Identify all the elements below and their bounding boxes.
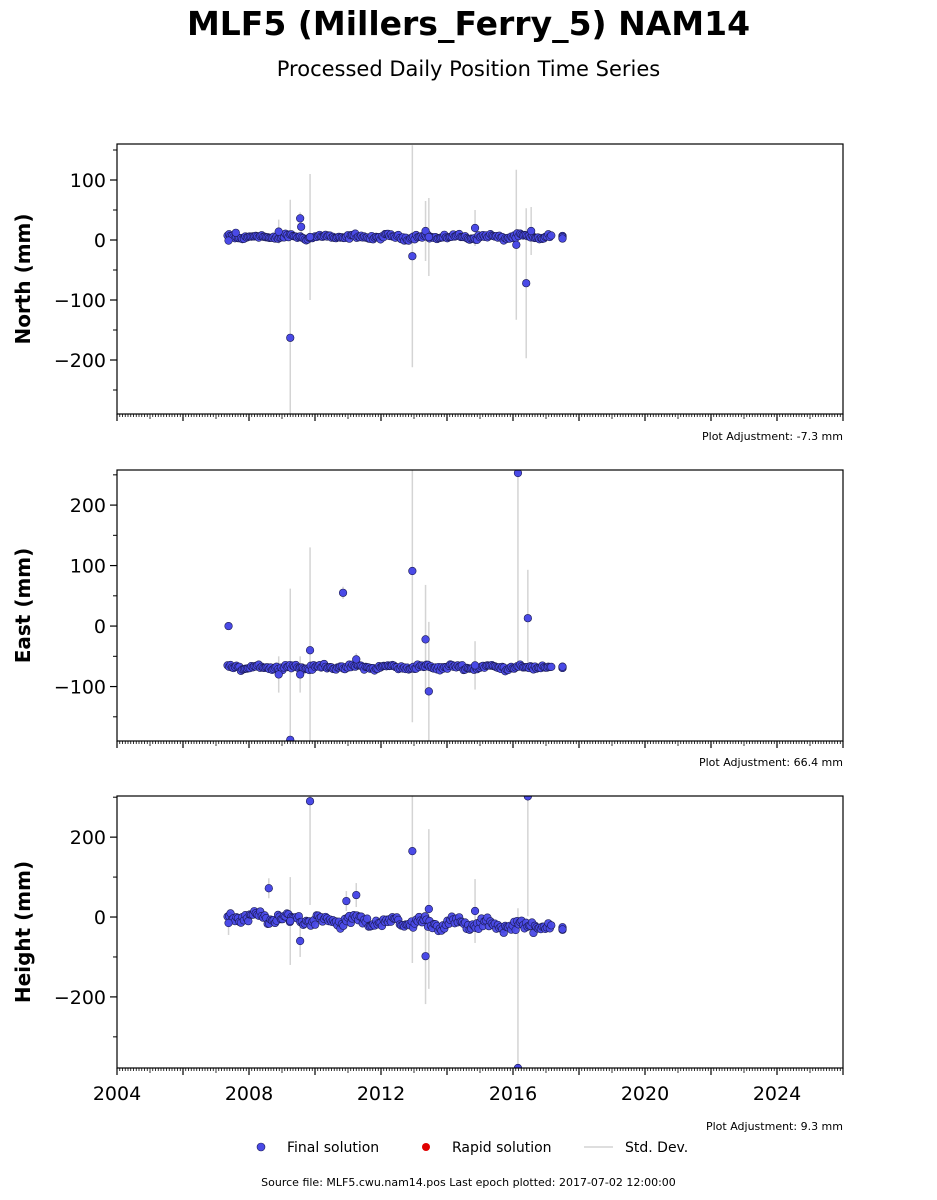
outlier-point <box>296 214 305 223</box>
data-point <box>311 920 320 929</box>
legend: Final solution Rapid solution Std. Dev. <box>256 1140 688 1156</box>
outlier-point <box>408 566 417 576</box>
x-tick-label: 2012 <box>357 1083 405 1105</box>
y-axis-label: East (mm) <box>11 548 35 664</box>
outlier-point <box>305 232 315 242</box>
data-point <box>558 662 567 671</box>
legend-rapid-label: Rapid solution <box>452 1140 552 1156</box>
outlier-point <box>408 847 417 856</box>
y-axis-label: Height (mm) <box>11 861 35 1003</box>
legend-rapid-marker <box>422 1143 430 1151</box>
y-tick-label: −100 <box>54 290 106 312</box>
plot-area <box>223 470 567 741</box>
y-tick-label: 100 <box>70 170 106 192</box>
outlier-point <box>274 227 283 236</box>
y-tick-label: 200 <box>70 827 106 849</box>
outlier-point <box>470 906 480 916</box>
outlier-point <box>296 936 305 946</box>
data-point <box>363 914 372 923</box>
outlier-point <box>224 236 233 245</box>
outlier-point <box>286 333 295 342</box>
y-tick-label: 200 <box>70 495 106 517</box>
data-point <box>547 231 556 240</box>
outlier-point <box>470 661 480 670</box>
y-tick-label: −100 <box>54 677 106 699</box>
outlier-point <box>338 588 348 597</box>
plot-area <box>223 796 567 1068</box>
north-adjustment: Plot Adjustment: -7.3 mm <box>702 430 843 443</box>
outlier-point <box>342 896 351 906</box>
outlier-point <box>424 904 433 914</box>
outlier-point <box>286 735 295 741</box>
outlier-point <box>305 646 315 655</box>
outlier-point <box>421 635 430 644</box>
outlier-point <box>231 228 240 237</box>
outlier-point <box>523 614 532 623</box>
outlier-point <box>286 916 295 926</box>
outlier-point <box>224 918 233 928</box>
height-panel: 200 0 −200 Height (mm) <box>11 795 844 1075</box>
outlier-point <box>352 655 361 664</box>
legend-final-label: Final solution <box>287 1140 379 1156</box>
data-point <box>547 662 556 671</box>
page-subtitle: Processed Daily Position Time Series <box>276 57 661 81</box>
data-point <box>547 921 556 930</box>
legend-final-marker <box>256 1142 266 1152</box>
y-tick-label: 100 <box>70 556 106 578</box>
outlier-point <box>424 687 433 696</box>
x-tick-label: 2024 <box>753 1083 801 1105</box>
y-tick-label: 0 <box>94 230 106 252</box>
outlier-point <box>421 952 430 961</box>
x-tick-label: 2004 <box>93 1083 141 1105</box>
x-tick-label: 2020 <box>621 1083 669 1105</box>
x-tick-label: 2008 <box>225 1083 273 1105</box>
y-tick-label: 0 <box>94 907 106 929</box>
legend-stddev-label: Std. Dev. <box>625 1140 688 1156</box>
y-tick-label: 0 <box>94 616 106 638</box>
east-adjustment: Plot Adjustment: 66.4 mm <box>699 756 843 769</box>
outlier-point <box>296 670 305 679</box>
north-panel: 100 0 −100 −200 North (mm) <box>11 143 844 421</box>
outlier-point <box>352 890 361 900</box>
data-point <box>558 925 567 934</box>
axes-frame <box>116 469 844 742</box>
outlier-point <box>297 222 306 231</box>
height-adjustment: Plot Adjustment: 9.3 mm <box>706 1120 843 1133</box>
data-point <box>558 234 567 243</box>
y-tick-label: −200 <box>54 350 106 372</box>
source-footer: Source file: MLF5.cwu.nam14.pos Last epo… <box>261 1176 676 1189</box>
east-panel: 200 100 0 −100 East (mm) <box>11 469 844 748</box>
outlier-point <box>305 797 315 806</box>
plot-area <box>223 145 567 414</box>
outlier-point <box>470 223 480 233</box>
outlier-point <box>522 279 531 288</box>
x-tick-labels: 2004 2008 2012 2016 2020 2024 <box>93 1083 801 1105</box>
outlier-point <box>264 884 273 893</box>
outlier-point <box>512 240 521 249</box>
outlier-point <box>408 252 417 261</box>
axes-frame <box>116 143 844 415</box>
page-title: MLF5 (Millers_Ferry_5) NAM14 <box>186 4 751 43</box>
outlier-point <box>274 670 283 679</box>
x-tick-label: 2016 <box>489 1083 537 1105</box>
outlier-point <box>527 226 536 236</box>
y-axis-label: North (mm) <box>11 213 35 344</box>
y-tick-label: −200 <box>54 987 106 1009</box>
outlier-point <box>513 470 523 478</box>
outlier-point <box>424 232 433 242</box>
outlier-point <box>224 621 233 631</box>
